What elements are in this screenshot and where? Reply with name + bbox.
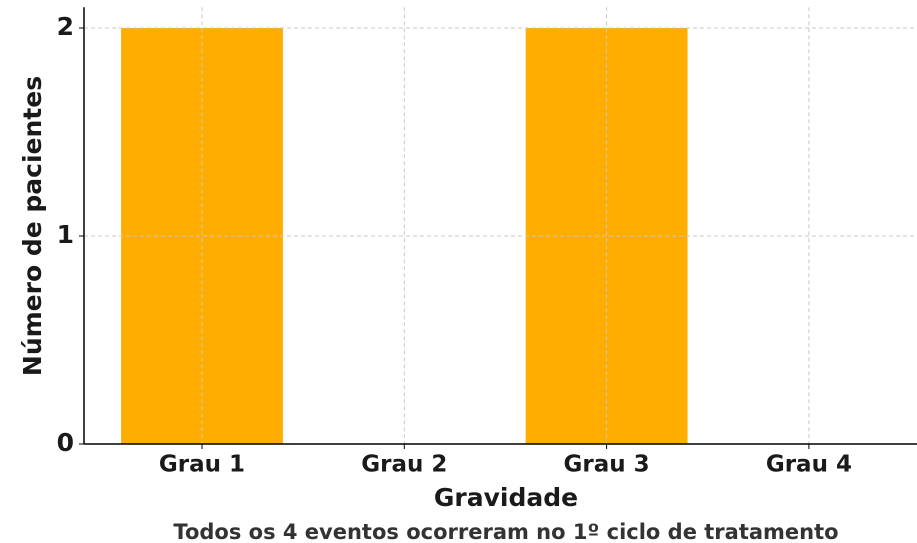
- x-tick-label: Grau 4: [766, 452, 852, 478]
- y-tick-label: 0: [57, 428, 74, 457]
- y-tick-label: 1: [57, 220, 74, 249]
- x-tick-label: Grau 1: [159, 452, 245, 478]
- annotation: Todos os 4 eventos ocorreram no 1º ciclo…: [173, 520, 838, 543]
- y-tick-label: 2: [57, 12, 74, 41]
- x-tick-label: Grau 2: [361, 452, 447, 478]
- x-axis-label: Gravidade: [434, 483, 578, 512]
- x-tick-label: Grau 3: [564, 452, 650, 478]
- y-axis-label: Número de pacientes: [18, 76, 47, 376]
